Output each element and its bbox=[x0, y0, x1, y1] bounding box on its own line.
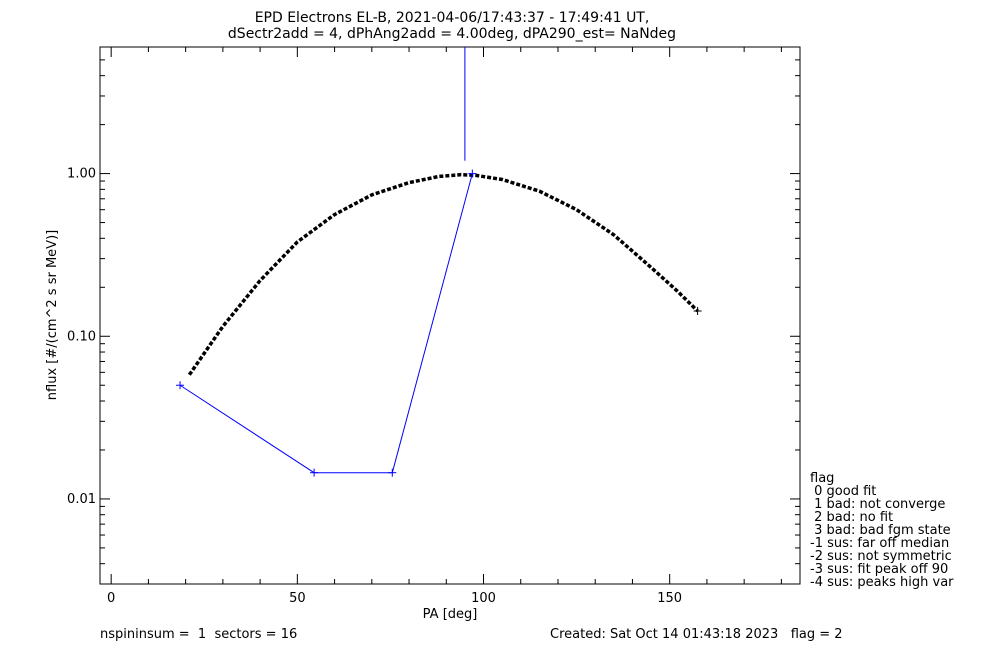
x-axis-label: PA [deg] bbox=[423, 607, 478, 622]
footer-right: Created: Sat Oct 14 01:43:18 2023 flag =… bbox=[550, 627, 843, 642]
data-point bbox=[388, 468, 397, 477]
fit-curve bbox=[187, 172, 699, 376]
legend-item: 0 good fit bbox=[810, 484, 876, 499]
legend-item: -4 sus: peaks high var bbox=[810, 575, 954, 590]
legend-item: flag bbox=[810, 471, 834, 486]
plot-frame bbox=[99, 46, 801, 585]
data-point bbox=[176, 381, 185, 390]
y-tick-label: 1.00 bbox=[67, 167, 96, 182]
data-point bbox=[310, 468, 319, 477]
legend-item: 2 bad: no fit bbox=[810, 510, 893, 525]
x-tick-label: 150 bbox=[657, 591, 682, 606]
y-axis-label: nflux [#/(cm^2 s sr MeV)] bbox=[45, 230, 60, 400]
legend-item: -3 sus: fit peak off 90 bbox=[810, 562, 948, 577]
data-point bbox=[468, 169, 477, 178]
legend-item: 1 bad: not converge bbox=[810, 497, 945, 512]
data-series bbox=[176, 47, 702, 477]
x-tick-label: 0 bbox=[107, 591, 115, 606]
measured-line bbox=[179, 173, 473, 474]
y-axis: 0.01 0.10 1.00 bbox=[67, 46, 800, 585]
legend-item: -1 sus: far off median bbox=[810, 536, 949, 551]
y-tick-label: 0.10 bbox=[67, 329, 96, 344]
x-tick-label: 50 bbox=[289, 591, 306, 606]
chart-title-line1: EPD Electrons EL-B, 2021-04-06/17:43:37 … bbox=[255, 10, 650, 26]
y-tick-label: 0.01 bbox=[67, 492, 96, 507]
x-tick-label: 100 bbox=[471, 591, 496, 606]
x-axis: 0 50 100 150 bbox=[107, 47, 782, 606]
flag-legend: flag 0 good fit 1 bad: not converge 2 ba… bbox=[810, 471, 954, 590]
legend-item: -2 sus: not symmetric bbox=[810, 549, 952, 564]
legend-item: 3 bad: bad fgm state bbox=[810, 523, 951, 538]
chart-title-line2: dSectr2add = 4, dPhAng2add = 4.00deg, dP… bbox=[228, 26, 676, 42]
footer-left: nspininsum = 1 sectors = 16 bbox=[100, 627, 298, 642]
